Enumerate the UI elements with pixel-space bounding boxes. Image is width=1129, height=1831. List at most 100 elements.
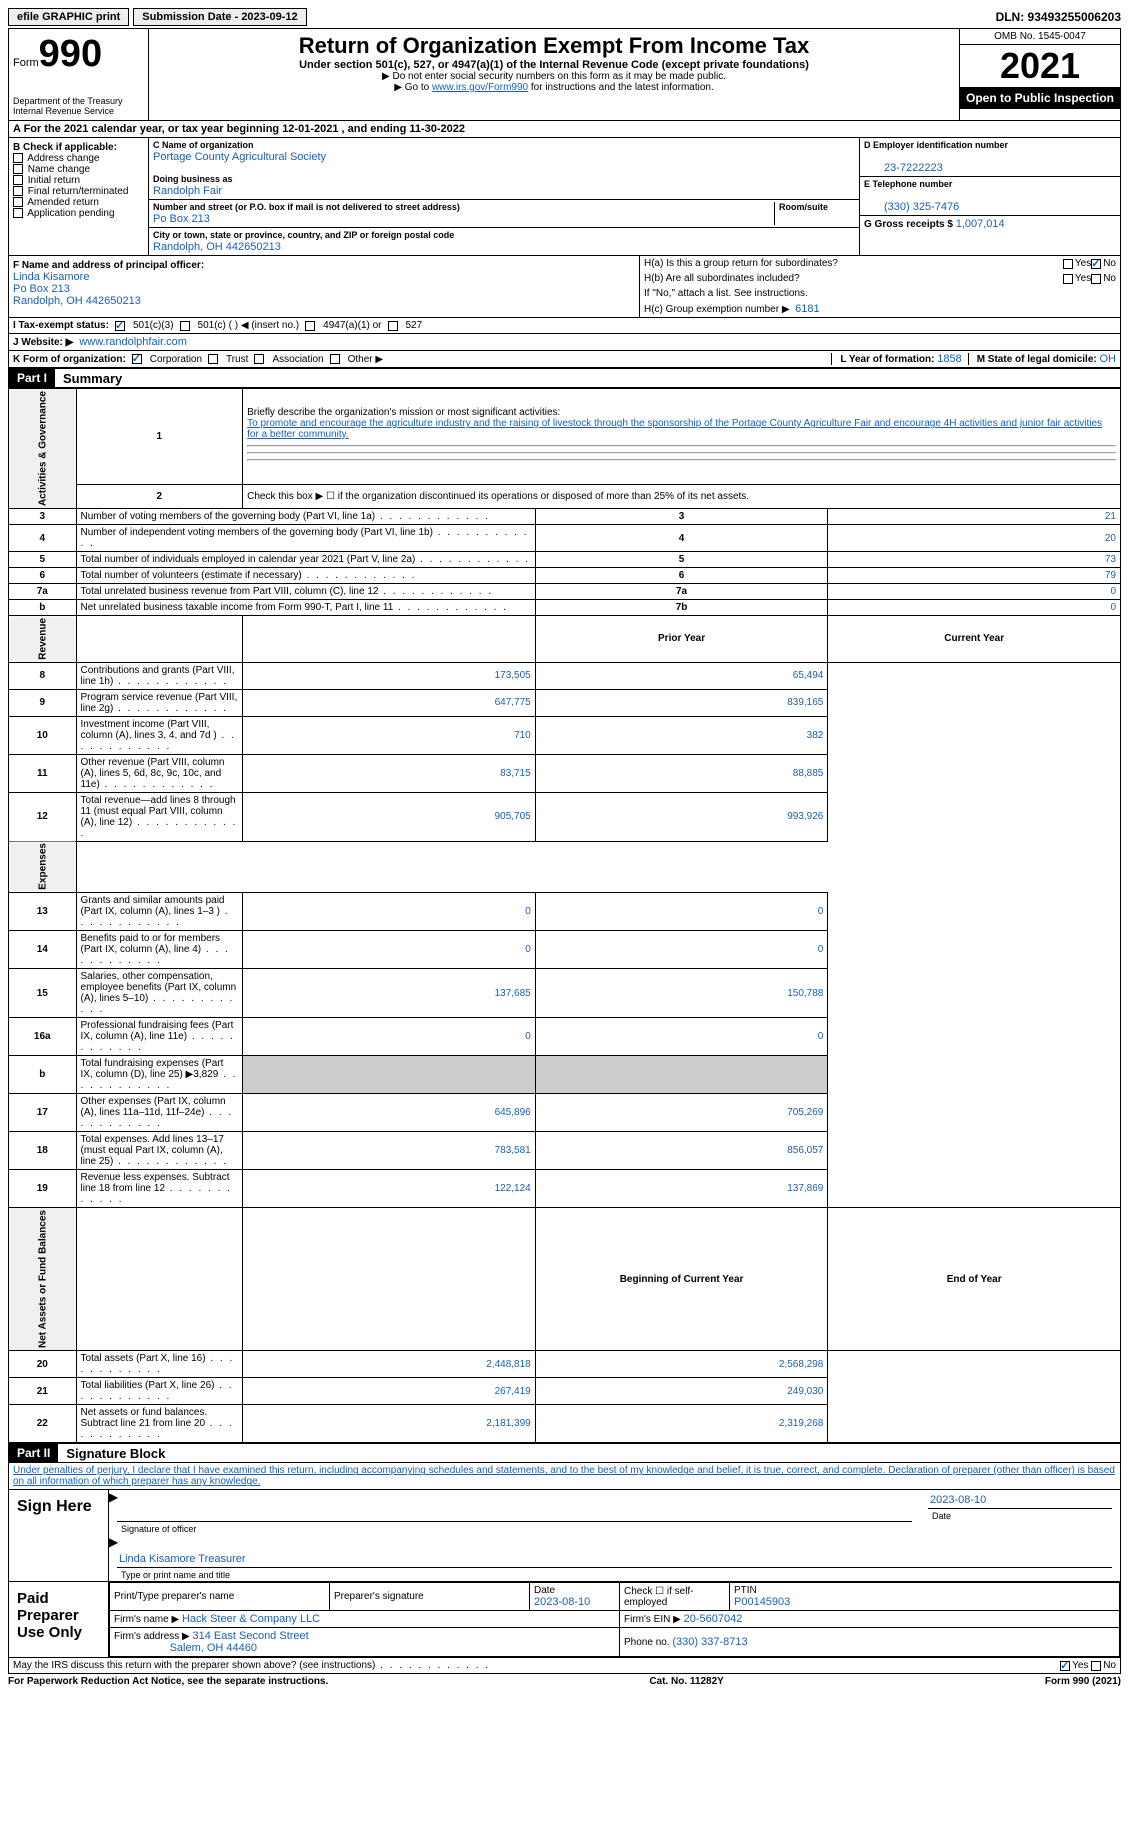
- sig-name-label: Type or print name and title: [121, 1570, 230, 1580]
- room-label: Room/suite: [779, 202, 828, 212]
- instr-post: for instructions and the latest informat…: [528, 82, 714, 93]
- b-item: Final return/terminated: [13, 186, 144, 197]
- footer-right: Form 990 (2021): [1045, 1676, 1121, 1687]
- open-inspection: Open to Public Inspection: [960, 87, 1120, 109]
- i-527-checkbox[interactable]: [388, 321, 398, 331]
- part2-title: Signature Block: [66, 1446, 165, 1461]
- side-governance: Activities & Governance: [9, 389, 77, 509]
- part1-title: Summary: [63, 371, 122, 386]
- m-label: M State of legal domicile:: [977, 354, 1097, 365]
- rev-row: 10Investment income (Part VIII, column (…: [9, 716, 1121, 754]
- k-trust-checkbox[interactable]: [208, 354, 218, 364]
- b-checkbox[interactable]: [13, 175, 23, 185]
- omb-number: OMB No. 1545-0047: [960, 29, 1120, 45]
- sig-date-label: Date: [932, 1511, 951, 1521]
- firm-addr1: 314 East Second Street: [193, 1630, 309, 1642]
- b-checkbox[interactable]: [13, 164, 23, 174]
- c-name-label: C Name of organization: [153, 140, 254, 150]
- i-501c3-checkbox[interactable]: [115, 321, 125, 331]
- b-item: Initial return: [13, 175, 144, 186]
- k-assoc-checkbox[interactable]: [254, 354, 264, 364]
- ein-label: D Employer identification number: [864, 140, 1008, 150]
- footer-mid: Cat. No. 11282Y: [649, 1676, 723, 1687]
- gov-row: bNet unrelated business taxable income f…: [9, 600, 1121, 616]
- rev-row: 8Contributions and grants (Part VIII, li…: [9, 662, 1121, 689]
- dln: DLN: 93493255006203: [996, 10, 1121, 24]
- form-number: 990: [39, 33, 102, 75]
- dba-label: Doing business as: [153, 174, 233, 184]
- b-checkbox[interactable]: [13, 186, 23, 196]
- i-501c-checkbox[interactable]: [180, 321, 190, 331]
- city-label: City or town, state or province, country…: [153, 230, 454, 240]
- b-item: Application pending: [13, 208, 144, 219]
- rev-row: 12Total revenue—add lines 8 through 11 (…: [9, 792, 1121, 841]
- q2-text: Check this box ▶ ☐ if the organization d…: [243, 485, 1121, 509]
- b-item: Name change: [13, 164, 144, 175]
- firm-ein-label: Firm's EIN ▶: [624, 1614, 681, 1625]
- prep-h3: Date: [534, 1585, 555, 1596]
- j-label: J Website: ▶: [13, 337, 73, 348]
- k-o1: Corporation: [150, 354, 202, 365]
- instr-pre: ▶ Go to: [394, 82, 432, 93]
- b-checkbox[interactable]: [13, 197, 23, 207]
- form-word: Form: [13, 57, 39, 69]
- efile-button[interactable]: efile GRAPHIC print: [8, 8, 129, 26]
- hb-note: If "No," attach a list. See instructions…: [644, 288, 808, 299]
- gov-row: 3Number of voting members of the governi…: [9, 509, 1121, 525]
- k-other-checkbox[interactable]: [330, 354, 340, 364]
- i-4947-checkbox[interactable]: [305, 321, 315, 331]
- l-label: L Year of formation:: [840, 354, 934, 365]
- discuss-yes-checkbox[interactable]: [1060, 1661, 1070, 1671]
- net-row: 22Net assets or fund balances. Subtract …: [9, 1405, 1121, 1443]
- street-val: Po Box 213: [153, 213, 210, 225]
- k-o2: Trust: [226, 354, 248, 365]
- exp-row: 19Revenue less expenses. Subtract line 1…: [9, 1170, 1121, 1208]
- box-b-label: B Check if applicable:: [13, 142, 144, 153]
- b-checkbox[interactable]: [13, 153, 23, 163]
- exp-row: 15Salaries, other compensation, employee…: [9, 969, 1121, 1018]
- box-d-e-g: D Employer identification number23-72222…: [860, 138, 1120, 255]
- submission-date: Submission Date - 2023-09-12: [133, 8, 306, 26]
- discuss-no: No: [1103, 1660, 1116, 1671]
- ha-yes-checkbox[interactable]: [1063, 259, 1073, 269]
- irs-link[interactable]: www.irs.gov/Form990: [432, 82, 528, 93]
- officer-addr2: Randolph, OH 442650213: [13, 295, 141, 307]
- l-val: 1858: [937, 353, 961, 365]
- i-label: I Tax-exempt status:: [13, 320, 109, 331]
- part1-bar: Part I Summary: [8, 368, 1121, 388]
- rev-row: 9Program service revenue (Part VIII, lin…: [9, 689, 1121, 716]
- footer: For Paperwork Reduction Act Notice, see …: [8, 1674, 1121, 1689]
- prior-year-hdr: Prior Year: [535, 616, 828, 663]
- hb-yes-checkbox[interactable]: [1063, 274, 1073, 284]
- discuss-no-checkbox[interactable]: [1091, 1661, 1101, 1671]
- instr-link: ▶ Go to www.irs.gov/Form990 for instruct…: [153, 82, 955, 93]
- ha-label: H(a) Is this a group return for subordin…: [644, 258, 1063, 269]
- irs-label: Internal Revenue Service: [13, 106, 144, 116]
- officer-addr1: Po Box 213: [13, 283, 70, 295]
- b-item: Amended return: [13, 197, 144, 208]
- website-val: www.randolphfair.com: [79, 336, 187, 348]
- section-f-h: F Name and address of principal officer:…: [8, 256, 1121, 318]
- preparer-section: Paid Preparer Use Only Print/Type prepar…: [8, 1582, 1121, 1658]
- dba-name: Randolph Fair: [153, 185, 222, 197]
- rev-row: 11Other revenue (Part VIII, column (A), …: [9, 754, 1121, 792]
- firm-label: Firm's name ▶: [114, 1614, 179, 1625]
- mission-text: To promote and encourage the agriculture…: [247, 418, 1102, 440]
- i-o4: 527: [406, 320, 423, 331]
- side-netassets: Net Assets or Fund Balances: [9, 1208, 77, 1351]
- hb-no-checkbox[interactable]: [1091, 274, 1101, 284]
- q1-label: Briefly describe the organization's miss…: [247, 407, 560, 418]
- sig-name: Linda Kisamore Treasurer: [117, 1551, 1112, 1568]
- net-row: 21Total liabilities (Part X, line 26)267…: [9, 1378, 1121, 1405]
- k-corp-checkbox[interactable]: [132, 354, 142, 364]
- b-checkbox[interactable]: [13, 208, 23, 218]
- info-grid: B Check if applicable: Address change Na…: [8, 138, 1121, 256]
- ha-no-checkbox[interactable]: [1091, 259, 1101, 269]
- row-a-calendar: A For the 2021 calendar year, or tax yea…: [8, 121, 1121, 138]
- gov-row: 7aTotal unrelated business revenue from …: [9, 584, 1121, 600]
- dept-treasury: Department of the Treasury: [13, 96, 144, 106]
- phone-label: E Telephone number: [864, 179, 952, 189]
- phone-val: (330) 325-7476: [884, 201, 959, 213]
- firm-addr-label: Firm's address ▶: [114, 1631, 190, 1642]
- firm-name: Hack Steer & Company LLC: [182, 1613, 320, 1625]
